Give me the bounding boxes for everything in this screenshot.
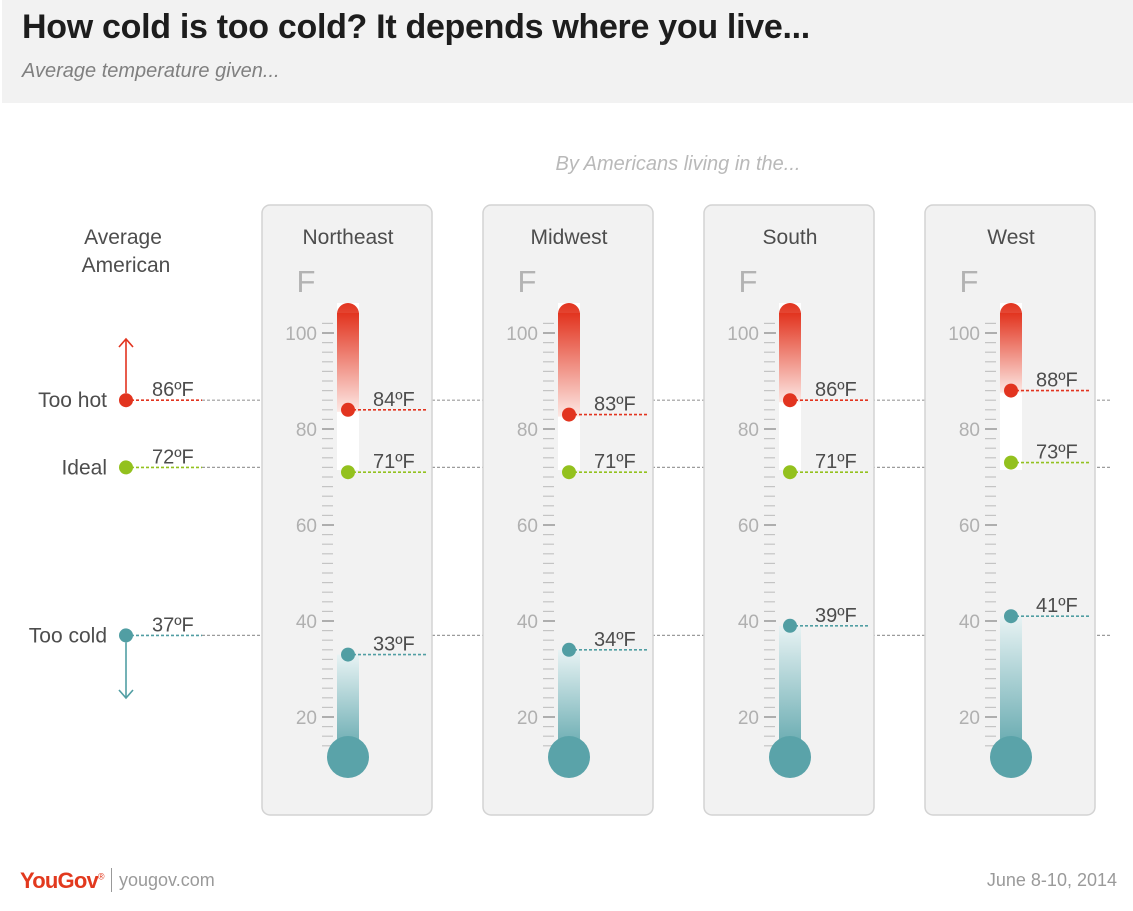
tube-hot-fill <box>558 313 580 417</box>
yougov-logo: YouGov® <box>20 868 105 894</box>
measure-label-too_cold: Too cold <box>29 624 107 647</box>
panel-west: West F 20 40 60 80 100 88ºF 73ºF 41ºF <box>924 204 1096 816</box>
tick-label: 60 <box>959 516 980 537</box>
tick-label: 80 <box>959 420 980 441</box>
logo-text: YouGov <box>20 868 99 893</box>
panel-northeast: Northeast F 20 40 60 80 100 84ºF 71ºF 33ºF <box>261 204 433 816</box>
value-dot-too_hot <box>783 393 797 408</box>
region-name: West <box>987 226 1035 249</box>
value-label-too_cold: 41ºF <box>1036 595 1078 617</box>
value-label-too_hot: 88ºF <box>1036 370 1078 392</box>
unit-label: F <box>960 264 979 299</box>
chart-subtitle: Average temperature given... <box>22 60 280 82</box>
tick-label: 80 <box>296 420 317 441</box>
tube-cold-segment <box>337 654 359 760</box>
tick-label: 40 <box>517 612 538 633</box>
value-label-ideal: 71ºF <box>373 451 415 473</box>
tick-label: 80 <box>738 420 759 441</box>
tube-cold-segment <box>1000 616 1022 760</box>
value-dot-too_cold <box>341 647 355 662</box>
unit-label: F <box>739 264 758 299</box>
tick-label: 100 <box>727 324 759 345</box>
value-dot-ideal <box>783 465 797 480</box>
value-dot-too_hot <box>1004 383 1018 398</box>
footer-url[interactable]: yougov.com <box>119 870 215 890</box>
region-name: Northeast <box>302 226 393 249</box>
tube-hot-fill <box>1000 313 1022 393</box>
tube-cold-segment <box>779 625 801 760</box>
header-band: How cold is too cold? It depends where y… <box>2 0 1133 103</box>
value-dot-too_cold <box>562 642 576 657</box>
tube-hot-fill <box>337 313 359 412</box>
tick-label: 60 <box>296 516 317 537</box>
tick-label: 80 <box>517 420 538 441</box>
panel-background <box>482 204 654 816</box>
chart-title: How cold is too cold? It depends where y… <box>22 8 810 46</box>
tube-hot-fill <box>779 313 801 403</box>
panel-midwest: Midwest F 20 40 60 80 100 83ºF 71ºF 34ºF <box>482 204 654 816</box>
reference-value-ideal: 72ºF <box>152 446 194 468</box>
value-label-ideal: 71ºF <box>594 451 636 473</box>
average-american-column: Average American Too hot 86ºF Ideal 72ºF Too c… <box>29 226 202 700</box>
tick-label: 60 <box>517 516 538 537</box>
value-label-ideal: 71ºF <box>815 451 857 473</box>
unit-label: F <box>518 264 537 299</box>
tick-label: 60 <box>738 516 759 537</box>
tick-label: 100 <box>506 324 538 345</box>
region-name: Midwest <box>530 226 607 249</box>
value-label-too_hot: 83ºF <box>594 394 636 416</box>
value-dot-ideal <box>1004 455 1018 470</box>
reference-dot-too_cold <box>119 628 133 643</box>
value-dot-ideal <box>341 465 355 480</box>
region-name: South <box>763 226 818 249</box>
tick-label: 100 <box>285 324 317 345</box>
value-dot-too_hot <box>341 402 355 417</box>
tick-label: 20 <box>738 708 759 729</box>
value-label-too_hot: 84ºF <box>373 389 415 411</box>
value-label-too_hot: 86ºF <box>815 379 857 401</box>
value-label-too_cold: 34ºF <box>594 629 636 651</box>
region-panels-layer: By Americans living in the... Northeast F 2… <box>261 153 1096 816</box>
value-dot-too_cold <box>1004 609 1018 624</box>
reference-value-too_cold: 37ºF <box>152 614 194 636</box>
panel-background <box>261 204 433 816</box>
hot-arrow-head-icon <box>118 337 134 348</box>
thermometer-bulb <box>990 736 1032 778</box>
reference-value-too_hot: 86ºF <box>152 379 194 401</box>
reference-heading-line1: Average <box>84 226 162 249</box>
value-dot-too_cold <box>783 618 797 633</box>
reference-dot-ideal <box>119 460 133 475</box>
measure-label-too_hot: Too hot <box>38 389 107 412</box>
tick-label: 40 <box>959 612 980 633</box>
reference-heading-line2: American <box>82 254 171 277</box>
logo-registered-mark: ® <box>97 871 105 882</box>
thermometer-bulb <box>327 736 369 778</box>
panel-background <box>703 204 875 816</box>
reference-dot-too_hot <box>119 393 133 408</box>
tick-label: 20 <box>517 708 538 729</box>
panel-background <box>924 204 1096 816</box>
tick-label: 100 <box>948 324 980 345</box>
footer-divider <box>111 868 112 892</box>
value-dot-too_hot <box>562 407 576 422</box>
cold-arrow-head-icon <box>118 689 134 700</box>
tick-label: 20 <box>959 708 980 729</box>
footer-date: June 8-10, 2014 <box>986 870 1117 890</box>
average-american-layer: Average American Too hot 86ºF Ideal 72ºF Too c… <box>29 226 202 700</box>
value-label-too_cold: 39ºF <box>815 605 857 627</box>
measure-label-ideal: Ideal <box>61 456 107 479</box>
tube-cold-segment <box>558 649 580 760</box>
thermometer-bulb <box>548 736 590 778</box>
thermometer-bulb <box>769 736 811 778</box>
tick-label: 40 <box>296 612 317 633</box>
unit-label: F <box>297 264 316 299</box>
group-label: By Americans living in the... <box>556 153 801 175</box>
value-label-too_cold: 33ºF <box>373 634 415 656</box>
value-label-ideal: 73ºF <box>1036 442 1078 464</box>
value-dot-ideal <box>562 465 576 480</box>
tick-label: 20 <box>296 708 317 729</box>
tick-label: 40 <box>738 612 759 633</box>
